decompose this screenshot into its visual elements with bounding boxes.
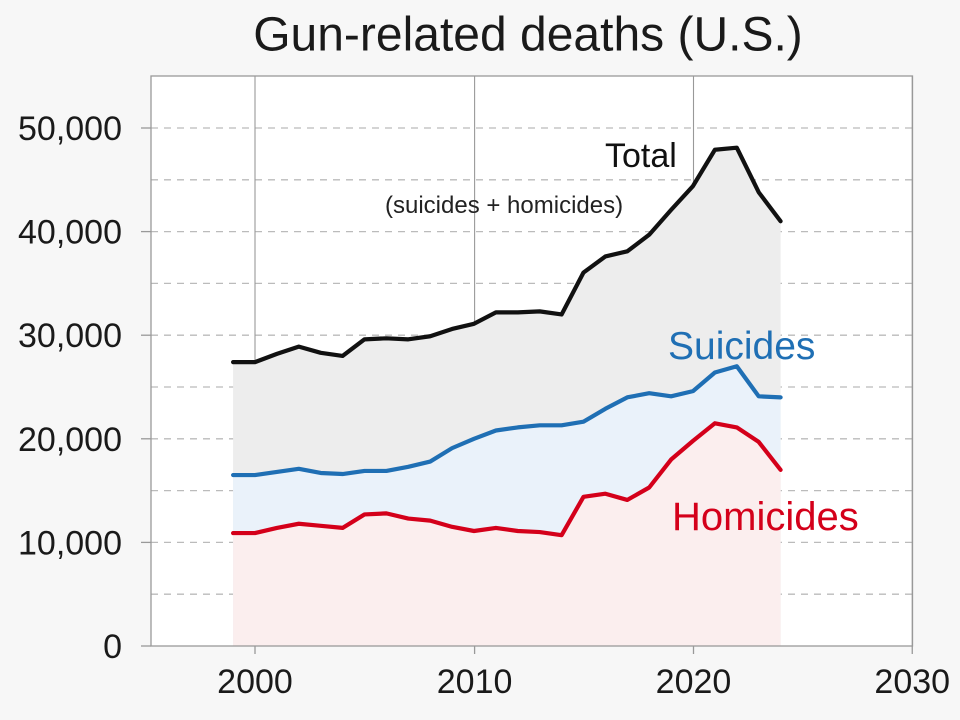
- svg-text:2010: 2010: [437, 663, 513, 701]
- svg-text:30,000: 30,000: [18, 317, 122, 355]
- svg-text:(suicides + homicides): (suicides + homicides): [385, 192, 623, 219]
- svg-text:2020: 2020: [656, 663, 732, 701]
- svg-text:Homicides: Homicides: [672, 495, 859, 539]
- svg-text:Total: Total: [605, 137, 677, 175]
- svg-text:2000: 2000: [217, 663, 293, 701]
- svg-text:40,000: 40,000: [18, 214, 122, 252]
- svg-text:50,000: 50,000: [18, 110, 122, 148]
- svg-text:2030: 2030: [874, 663, 950, 701]
- svg-text:20,000: 20,000: [18, 421, 122, 459]
- svg-text:0: 0: [103, 628, 122, 666]
- svg-text:Gun-related deaths (U.S.): Gun-related deaths (U.S.): [253, 9, 803, 62]
- svg-text:Suicides: Suicides: [668, 325, 815, 368]
- svg-text:10,000: 10,000: [18, 524, 122, 562]
